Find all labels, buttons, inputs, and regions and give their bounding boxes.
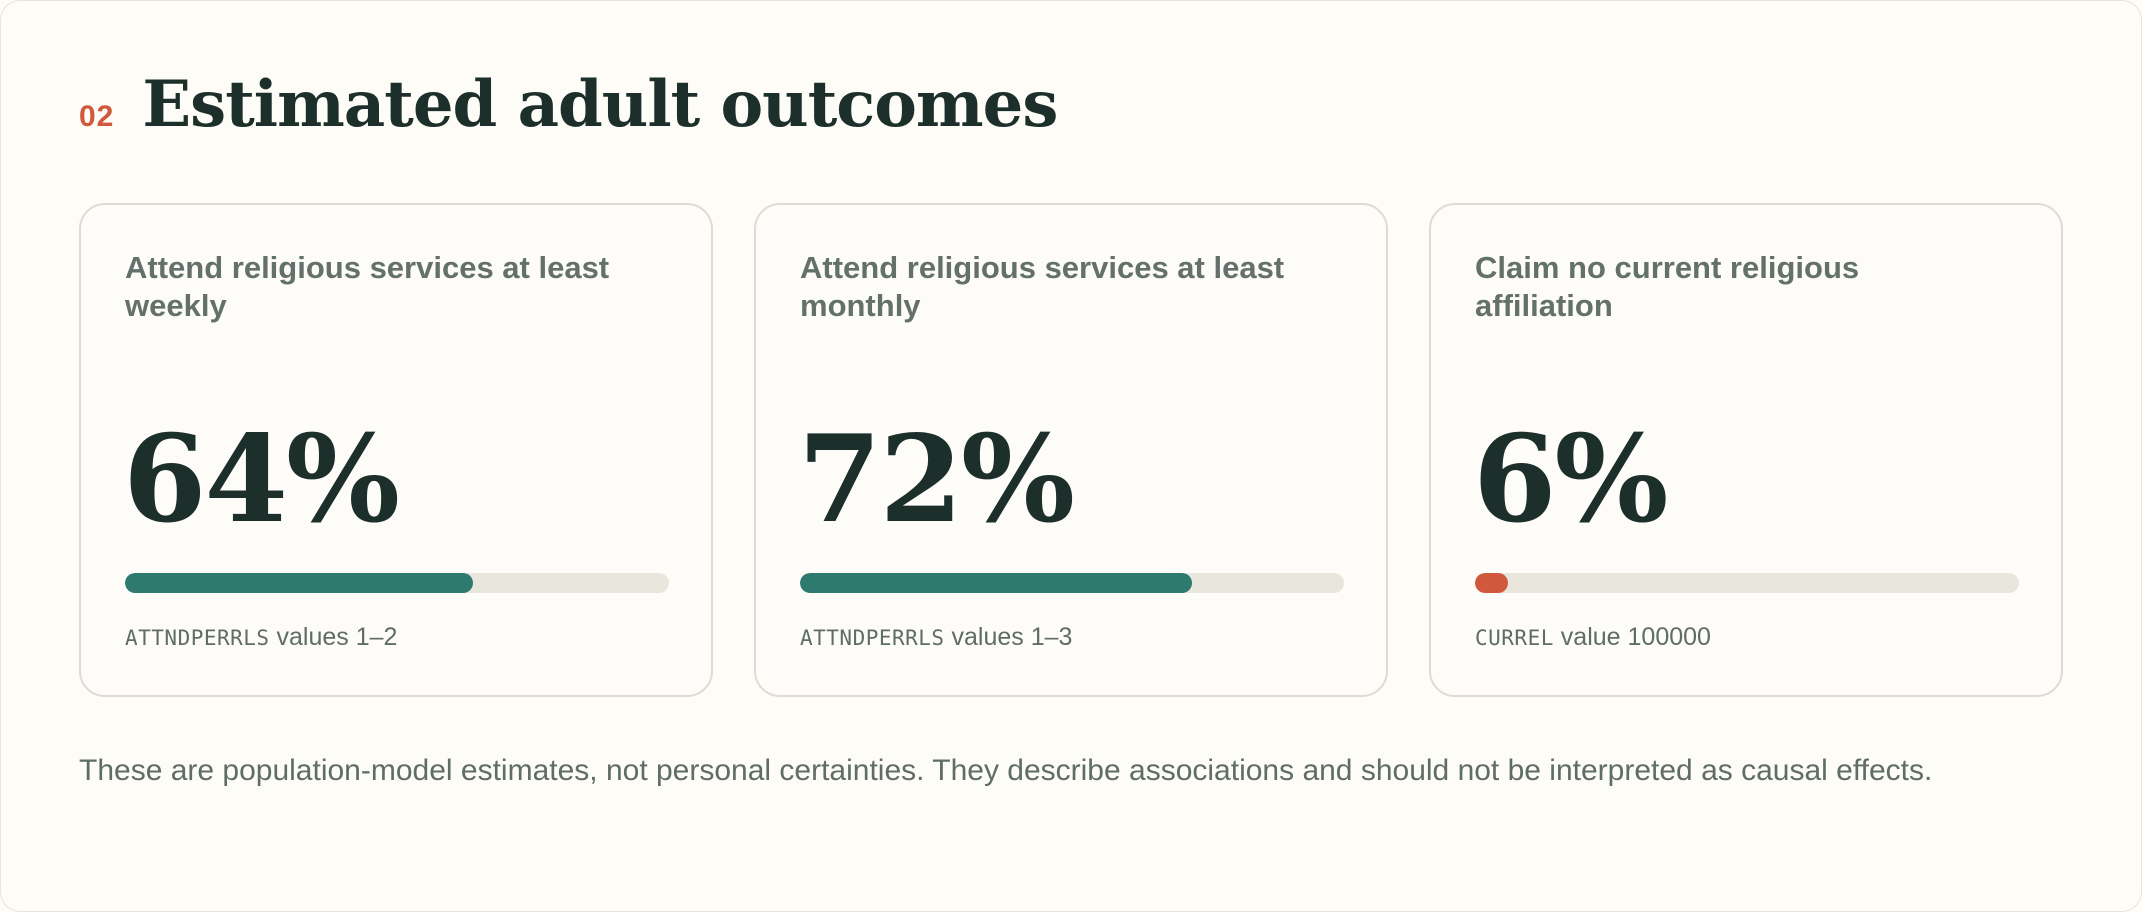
variable-code: CURREL <box>1475 626 1554 650</box>
outcome-label: Attend religious services at least month… <box>800 250 1285 323</box>
outcome-bar-fill <box>1475 573 1508 593</box>
section-number: 02 <box>79 100 115 133</box>
outcome-bar-track <box>800 573 1344 593</box>
outcome-bar-track <box>125 573 669 593</box>
outcome-label: Claim no current religious affiliation <box>1475 250 1860 323</box>
outcome-bar-fill <box>125 573 474 593</box>
section-header: 02 Estimated adult outcomes <box>79 67 1058 142</box>
outcome-note: ATTNDPERRLS values 1–3 <box>800 623 1072 652</box>
outcome-card-no-affiliation: Claim no current religious affiliation 6… <box>1429 203 2063 697</box>
variable-code: ATTNDPERRLS <box>800 626 945 650</box>
outcome-bar-track <box>1475 573 2019 593</box>
outcome-value: 72% <box>798 409 1075 550</box>
section-title: Estimated adult outcomes <box>142 67 1058 142</box>
outcome-value: 64% <box>123 409 400 550</box>
variable-values: values 1–3 <box>944 623 1073 651</box>
outcome-note: ATTNDPERRLS values 1–2 <box>125 623 397 652</box>
variable-values: value 100000 <box>1553 623 1711 651</box>
outcome-card-weekly-attendance: Attend religious services at least weekl… <box>79 203 713 697</box>
variable-code: ATTNDPERRLS <box>125 626 270 650</box>
variable-values: values 1–2 <box>269 623 398 651</box>
outcome-cards: Attend religious services at least weekl… <box>79 203 2065 697</box>
disclaimer-footnote: These are population-model estimates, no… <box>79 754 1933 787</box>
outcome-bar-fill <box>800 573 1192 593</box>
outcome-note: CURREL value 100000 <box>1475 623 1711 652</box>
outcome-label: Attend religious services at least weekl… <box>125 250 610 323</box>
outcome-value: 6% <box>1473 409 1669 550</box>
outcome-card-monthly-attendance: Attend religious services at least month… <box>754 203 1388 697</box>
